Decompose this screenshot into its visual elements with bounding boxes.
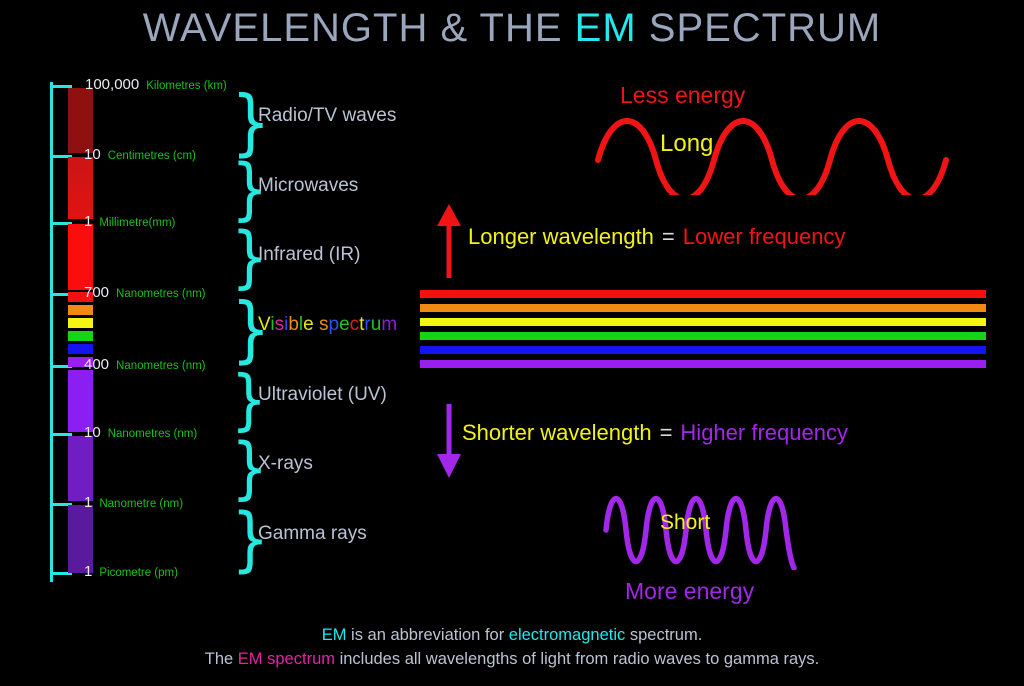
- visible-green: [68, 331, 93, 341]
- scale-label: 100,000 Kilometres (km): [85, 77, 227, 93]
- scale-tick: [50, 293, 72, 296]
- footer-line-1: EM is an abbreviation for electromagneti…: [0, 623, 1024, 648]
- radio-band: [68, 88, 93, 153]
- visible-spectrum-stripes: [420, 290, 986, 374]
- scale-tick: [50, 155, 72, 158]
- visible-orange: [68, 305, 93, 315]
- scale-label: 1 Millimetre(mm): [84, 214, 175, 230]
- scale-value: 10: [84, 424, 101, 441]
- category-infrared-ir: Infrared (IR): [258, 244, 361, 265]
- visible-violet: [68, 357, 93, 367]
- footer-em-abbr: EM: [321, 625, 347, 644]
- stripe-green: [420, 332, 986, 340]
- stripe-red: [420, 290, 986, 298]
- scale-tick: [50, 222, 72, 225]
- scale-value: 1: [84, 494, 93, 511]
- scale-unit: Kilometres (km): [146, 80, 227, 92]
- category-brace: }: [231, 287, 271, 371]
- title-part-before: WAVELENGTH & THE: [142, 6, 575, 50]
- scale-label: 400 Nanometres (nm): [84, 357, 206, 373]
- scale-unit: Nanometres (nm): [116, 360, 206, 372]
- category-brace: }: [231, 361, 267, 438]
- up-arrow-icon: [437, 204, 461, 278]
- scale-label: 10 Nanometres (nm): [84, 425, 197, 441]
- equals-sign-1: =: [661, 224, 675, 249]
- category-gamma-rays: Gamma rays: [258, 523, 367, 544]
- scale-label: 1 Nanometre (nm): [84, 495, 183, 511]
- scale-unit: Nanometres (nm): [116, 288, 206, 300]
- stripe-blue: [420, 346, 986, 354]
- visible-blue: [68, 344, 93, 354]
- footer-em-spectrum: EM spectrum: [237, 650, 335, 669]
- footer-line2-start: The: [204, 650, 238, 669]
- category-brace: }: [231, 498, 270, 580]
- stripe-violet: [420, 360, 986, 368]
- category-brace: }: [231, 429, 269, 508]
- energy-comparison-panel: Less energy Long Longer wavelength = Lower…: [410, 0, 1024, 640]
- xray-band: [68, 436, 93, 501]
- longer-wavelength-row: Longer wavelength = Lower frequency: [468, 226, 845, 248]
- category-ultraviolet-uv: Ultraviolet (UV): [258, 384, 387, 405]
- scale-unit: Centimetres (cm): [107, 150, 196, 162]
- stripe-yellow: [420, 318, 986, 326]
- shorter-wavelength-text: Shorter wavelength: [462, 420, 652, 445]
- scale-label: 700 Nanometres (nm): [84, 285, 206, 301]
- lower-frequency-text: Lower frequency: [682, 224, 846, 249]
- scale-tick: [50, 503, 72, 506]
- footer-line1-mid: is an abbreviation for: [346, 625, 509, 644]
- uv-band: [68, 370, 93, 432]
- scale-unit: Nanometres (nm): [107, 428, 198, 440]
- category-microwaves: Microwaves: [258, 175, 359, 196]
- more-energy-label: More energy: [625, 578, 755, 604]
- category-brace: }: [231, 150, 269, 229]
- short-wavelength-wave: [603, 495, 797, 570]
- scale-unit: Picometre (pm): [99, 567, 178, 579]
- scale-tick: [50, 85, 72, 88]
- scale-value: 700: [84, 284, 110, 301]
- stripe-orange: [420, 304, 986, 312]
- category-x-rays: X-rays: [258, 453, 313, 474]
- scale-tick: [50, 433, 72, 436]
- footer-line2-end: includes all wavelengths of light from r…: [334, 650, 820, 669]
- wavelength-scale: 100,000 Kilometres (km) 10 Centimetres (cm)…: [0, 0, 420, 640]
- title-part-after: SPECTRUM: [636, 6, 882, 50]
- short-label: Short: [660, 511, 711, 534]
- scale-value: 400: [84, 356, 110, 373]
- footer-electromagnetic: electromagnetic: [508, 625, 626, 644]
- page-title: WAVELENGTH & THE EM SPECTRUM: [0, 6, 1024, 51]
- down-arrow-icon: [437, 404, 461, 478]
- footer-note: EM is an abbreviation for electromagneti…: [0, 623, 1024, 673]
- footer-line1-end: spectrum.: [625, 625, 703, 644]
- scale-tick: [50, 572, 72, 575]
- scale-label: 1 Picometre (pm): [84, 564, 178, 580]
- less-energy-label: Less energy: [620, 82, 746, 108]
- gamma-band: [68, 505, 93, 573]
- visible-red: [68, 292, 93, 302]
- higher-frequency-text: Higher frequency: [680, 420, 848, 445]
- title-highlight-em: EM: [574, 6, 637, 50]
- scale-value: 100,000: [85, 76, 140, 93]
- footer-line-2: The EM spectrum includes all wavelengths…: [0, 647, 1024, 672]
- scale-value: 10: [84, 146, 101, 163]
- long-wavelength-wave: [595, 118, 949, 195]
- longer-wavelength-text: Longer wavelength: [468, 224, 654, 249]
- visible-yellow: [68, 318, 93, 328]
- category-radio-tv-waves: Radio/TV waves: [258, 105, 397, 126]
- equals-sign-2: =: [659, 420, 673, 445]
- shorter-wavelength-row: Shorter wavelength = Higher frequency: [462, 422, 848, 444]
- scale-unit: Millimetre(mm): [99, 217, 176, 229]
- microwave-band: [68, 157, 93, 219]
- scale-value: 1: [84, 563, 93, 580]
- infrared-band: [68, 224, 93, 290]
- scale-value: 1: [84, 213, 93, 230]
- scale-unit: Nanometre (nm): [99, 498, 184, 510]
- category-visible-spectrum: Visible spectrum: [258, 314, 398, 335]
- category-brace: }: [231, 218, 269, 297]
- scale-label: 10 Centimetres (cm): [84, 147, 196, 163]
- scale-axis-line: [50, 82, 53, 582]
- long-label: Long: [660, 130, 714, 157]
- category-brace: }: [231, 80, 271, 164]
- scale-tick: [50, 365, 72, 368]
